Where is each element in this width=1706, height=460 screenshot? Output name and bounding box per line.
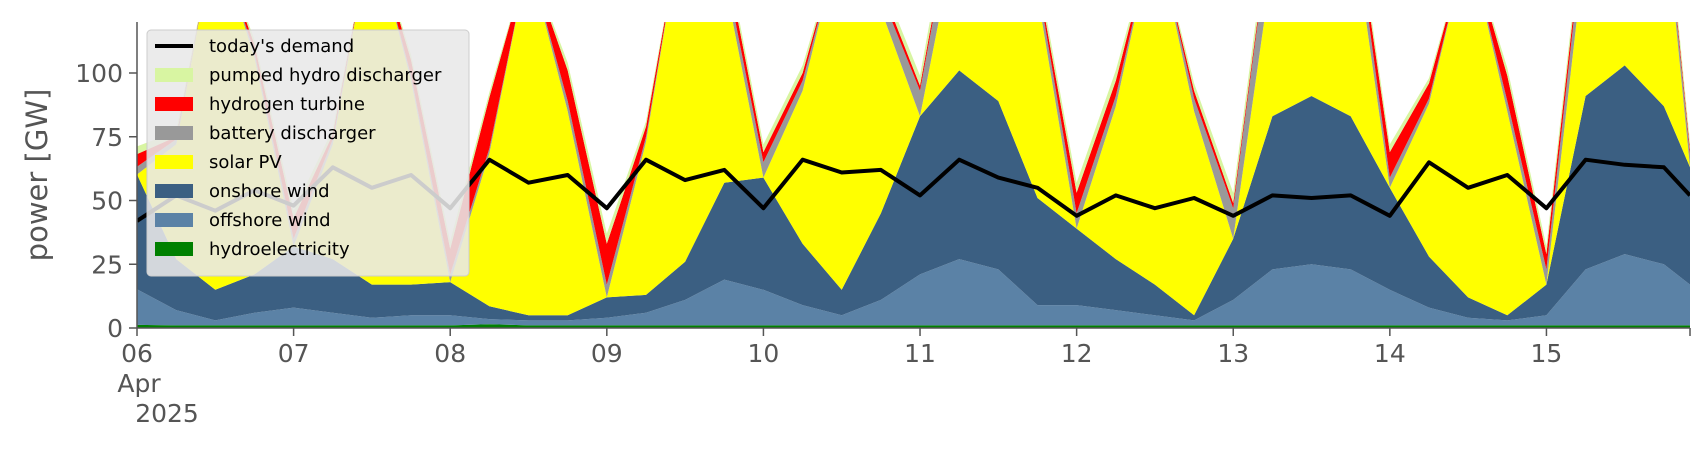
x-tick-sublabel2: 2025 — [135, 399, 199, 428]
legend-swatch — [155, 155, 193, 169]
legend-label: offshore wind — [209, 210, 331, 231]
x-tick-label: 11 — [904, 339, 936, 368]
legend-box — [146, 29, 470, 277]
legend-swatch — [155, 97, 193, 111]
y-tick-label: 50 — [91, 187, 123, 216]
legend-swatch — [155, 68, 193, 82]
x-tick-label: 08 — [434, 339, 466, 368]
y-axis-title: power [GW] — [20, 89, 54, 262]
x-tick-label: 10 — [748, 339, 780, 368]
area-solar-pv — [137, 22, 1690, 316]
legend-swatch — [155, 242, 193, 256]
area-pumped-hydro-discharger — [137, 22, 1690, 255]
legend-label: onshore wind — [209, 181, 330, 202]
legend-label: hydroelectricity — [209, 239, 350, 260]
y-tick-label: 25 — [91, 250, 123, 279]
x-tick-label: 07 — [278, 339, 310, 368]
y-tick-label: 75 — [91, 123, 123, 152]
x-tick-sublabel: Apr — [117, 369, 161, 398]
y-tick-label: 0 — [107, 314, 123, 343]
legend-swatch — [155, 213, 193, 227]
legend-label: hydrogen turbine — [209, 94, 365, 115]
x-tick-label: 13 — [1217, 339, 1249, 368]
legend-label: pumped hydro discharger — [209, 65, 442, 86]
area-offshore-wind — [137, 254, 1690, 326]
legend-label: today's demand — [209, 36, 354, 57]
x-tick-label: 09 — [591, 339, 623, 368]
area-hydrogen-turbine — [137, 22, 1690, 285]
x-tick-label: 15 — [1531, 339, 1563, 368]
y-tick-label: 100 — [75, 59, 123, 88]
legend-swatch — [155, 184, 193, 198]
area-battery-discharger — [137, 22, 1690, 298]
legend-swatch — [155, 126, 193, 140]
x-tick-label: 14 — [1374, 339, 1406, 368]
area-hydroelectricity — [137, 324, 1690, 328]
legend: today's demand pumped hydro discharger hyd… — [146, 29, 470, 277]
legend-label: battery discharger — [209, 123, 376, 144]
legend-label: solar PV — [209, 152, 282, 173]
x-tick-label: 06 — [121, 339, 153, 368]
x-tick-label: 12 — [1061, 339, 1093, 368]
